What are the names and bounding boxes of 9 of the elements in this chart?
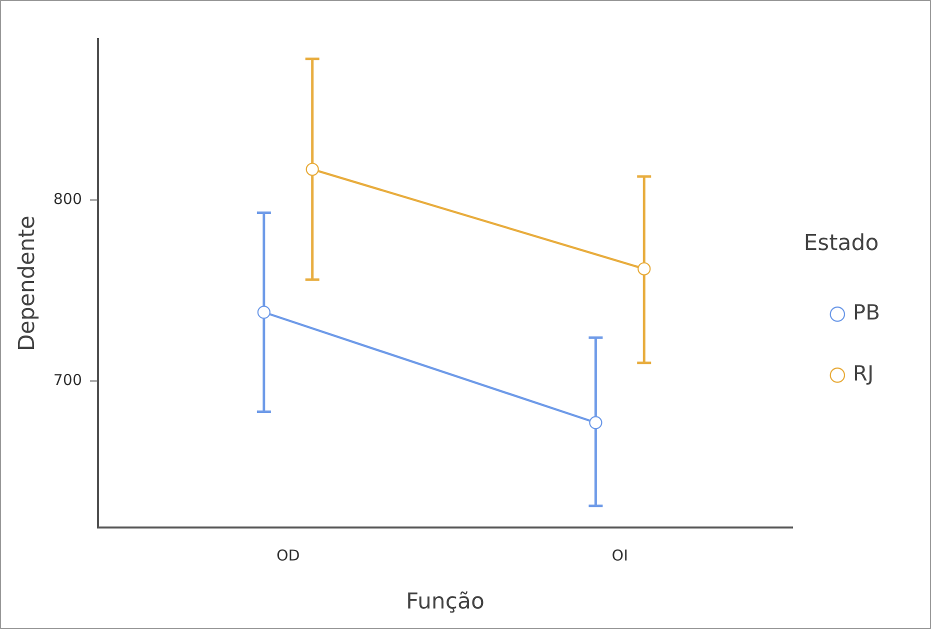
y-axis-title: Dependente: [14, 216, 40, 352]
y-tick-label: 700: [53, 370, 82, 389]
legend-title: Estado: [804, 231, 879, 256]
x-axis-title: Função: [406, 590, 484, 615]
x-tick-label: OI: [612, 546, 628, 564]
y-tick-label: 800: [53, 190, 82, 208]
legend-label: PB: [852, 300, 880, 325]
x-tick-label: OD: [276, 546, 300, 564]
legend-label: RJ: [852, 362, 874, 386]
